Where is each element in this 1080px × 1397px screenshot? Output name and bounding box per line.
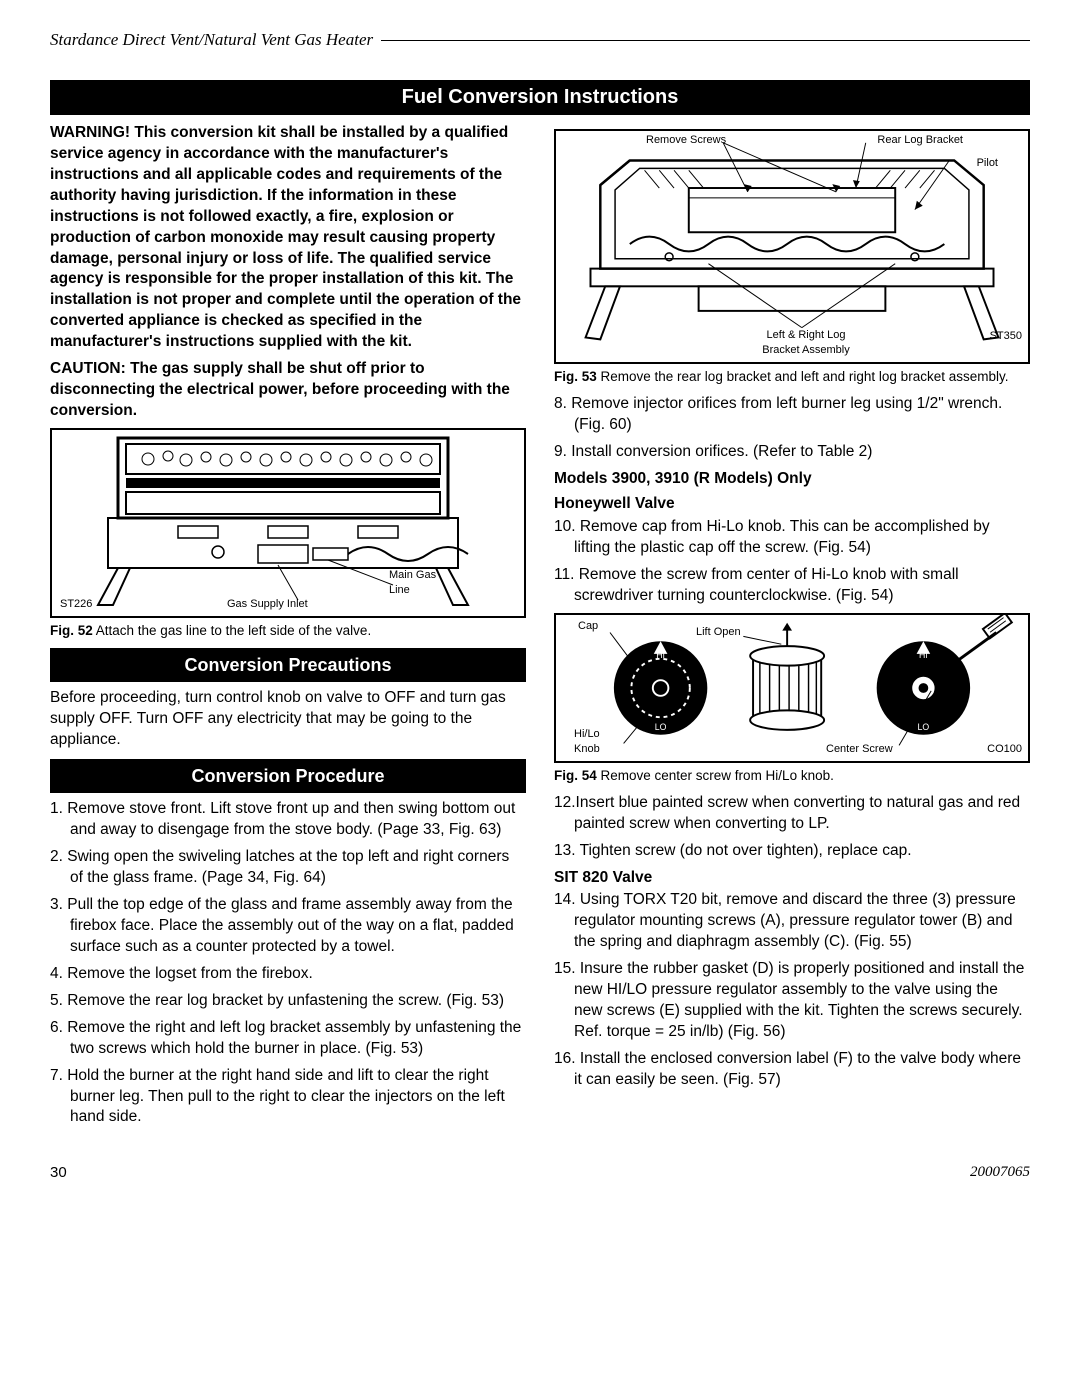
fig53-rear-label: Rear Log Bracket [877,133,963,148]
steps-b: 10. Remove cap from Hi-Lo knob. This can… [554,517,1030,607]
fig54-code: CO100 [987,742,1022,757]
fig54-cap-label: Cap [578,619,598,634]
step: 13. Tighten screw (do not over tighten),… [554,841,1030,862]
fig54-center-label: Center Screw [826,742,893,757]
right-column: Remove Screws Rear Log Bracket Pilot Lef… [554,123,1030,1134]
fig54-caption: Fig. 54 Remove center screw from Hi/Lo k… [554,767,1030,785]
step: 5. Remove the rear log bracket by unfast… [50,991,526,1012]
main-banner: Fuel Conversion Instructions [50,80,1030,115]
fig52-gasline-label: Main Gas Line [389,568,449,598]
figure-53: Remove Screws Rear Log Bracket Pilot Lef… [554,129,1030,364]
caution-text: CAUTION: The gas supply shall be shut of… [50,359,526,422]
fig52-code: ST226 [60,597,92,612]
left-column: WARNING! This conversion kit shall be in… [50,123,526,1134]
svg-text:HI: HI [919,649,928,659]
step: 15. Insure the rubber gasket (D) is prop… [554,959,1030,1043]
steps-c: 12.Insert blue painted screw when conver… [554,793,1030,862]
doc-number: 20007065 [970,1164,1030,1181]
step: 10. Remove cap from Hi-Lo knob. This can… [554,517,1030,559]
step: 16. Install the enclosed conversion labe… [554,1049,1030,1091]
svg-text:HI: HI [656,649,665,659]
figure-52: ST226 Gas Supply Inlet Main Gas Line [50,428,526,618]
step: 1. Remove stove front. Lift stove front … [50,799,526,841]
fig54-hilo-label: Hi/Lo Knob [574,727,614,757]
step: 4. Remove the logset from the firebox. [50,964,526,985]
fig53-remove-label: Remove Screws [646,133,726,148]
fig53-caption: Fig. 53 Remove the rear log bracket and … [554,368,1030,386]
step: 7. Hold the burner at the right hand sid… [50,1066,526,1129]
product-line: Stardance Direct Vent/Natural Vent Gas H… [50,30,373,50]
step: 14. Using TORX T20 bit, remove and disca… [554,890,1030,953]
fig52-caption: Fig. 52 Attach the gas line to the left … [50,622,526,640]
procedure-steps: 1. Remove stove front. Lift stove front … [50,799,526,1128]
fig52-inlet-label: Gas Supply Inlet [227,597,308,612]
page-number: 30 [50,1164,67,1181]
fig53-code: ST350 [990,329,1022,344]
step: 3. Pull the top edge of the glass and fr… [50,895,526,958]
sit-valve-line: SIT 820 Valve [554,868,1030,889]
steps-d: 14. Using TORX T20 bit, remove and disca… [554,890,1030,1090]
warning-text: WARNING! This conversion kit shall be in… [50,123,526,353]
step: 9. Install conversion orifices. (Refer t… [554,442,1030,463]
models-line: Models 3900, 3910 (R Models) Only [554,469,1030,490]
honeywell-line: Honeywell Valve [554,494,1030,515]
step: 8. Remove injector orifices from left bu… [554,394,1030,436]
precautions-text: Before proceeding, turn control knob on … [50,688,526,751]
step: 11. Remove the screw from center of Hi-L… [554,565,1030,607]
precautions-banner: Conversion Precautions [50,648,526,682]
header-rule [381,40,1030,41]
fig54-lift-label: Lift Open [696,625,741,640]
steps-a: 8. Remove injector orifices from left bu… [554,394,1030,463]
fig53-pilot-label: Pilot [977,156,998,171]
procedure-banner: Conversion Procedure [50,759,526,793]
step: 6. Remove the right and left log bracket… [50,1018,526,1060]
figure-54: HI LO [554,613,1030,763]
step: 12.Insert blue painted screw when conver… [554,793,1030,835]
step: 2. Swing open the swiveling latches at t… [50,847,526,889]
svg-text:LO: LO [918,721,930,731]
svg-text:LO: LO [655,721,667,731]
fig53-lr-label: Left & Right Log Bracket Assembly [751,328,861,358]
